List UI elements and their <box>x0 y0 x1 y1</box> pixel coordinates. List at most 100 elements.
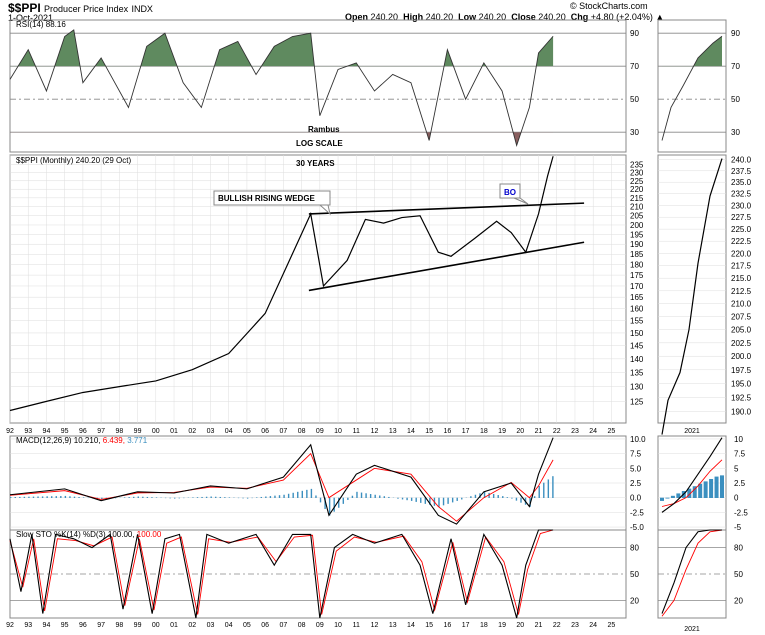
macd-histogram-bar <box>511 497 513 499</box>
macd-histogram-bar <box>201 496 203 498</box>
chart-symbol: $$PPI Producer Price Index INDX <box>8 1 153 15</box>
macd-zoom-tick-label: -2.5 <box>734 508 748 517</box>
macd-tick-label: -5.0 <box>630 523 644 532</box>
sto-x-tick-label: 07 <box>279 622 287 629</box>
macd-histogram-bar <box>32 496 35 498</box>
x-tick-label: 12 <box>371 428 379 435</box>
sto-x-tick-label: 25 <box>608 622 616 629</box>
price-tick-label: 220 <box>630 185 644 194</box>
macd-histogram-bar <box>51 496 53 498</box>
price-zoom-tick-label: 192.5 <box>731 393 752 402</box>
annotation-scale: LOG SCALE <box>296 139 343 148</box>
macd-histogram-bar <box>488 492 490 498</box>
price-zoom-tick-label: 227.5 <box>731 213 752 222</box>
x-tick-label: 08 <box>298 428 306 435</box>
symbol-name: Producer Price Index <box>44 4 129 14</box>
macd-histogram-bar <box>37 496 39 498</box>
price-tick-label: 235 <box>630 160 644 169</box>
macd-histogram-bar <box>451 497 454 503</box>
price-zoom-tick-label: 215.0 <box>731 274 752 283</box>
price-zoom-tick-label: 230.0 <box>731 201 752 210</box>
price-tick-label: 145 <box>630 342 644 351</box>
macd-histogram-bar <box>128 497 130 498</box>
price-tick-label: 165 <box>630 293 644 302</box>
macd-histogram-bar <box>137 496 139 498</box>
macd-histogram-bar <box>552 476 554 498</box>
high-value: 240.20 <box>425 12 454 22</box>
x-tick-label: 00 <box>152 428 160 435</box>
macd-histogram-bar <box>205 496 208 498</box>
macd-histogram-bar <box>265 496 267 498</box>
macd-zoom-histogram-bar <box>660 497 664 501</box>
macd-zoom-tick-label: 7.5 <box>734 450 746 459</box>
sto-x-tick-label: 03 <box>207 622 215 629</box>
x-tick-label: 11 <box>353 428 360 435</box>
macd-zoom-histogram-bar <box>692 486 697 498</box>
price-label: $$PPI (Monthly) 240.20 (29 Oct) <box>16 156 132 165</box>
x-tick-label: 07 <box>279 428 287 435</box>
macd-histogram-bar <box>342 497 345 504</box>
sto-x-tick-label: 97 <box>97 622 105 629</box>
quote-bar: Open 240.20 High 240.20 Low 240.20 Close… <box>345 12 664 22</box>
macd-histogram-bar <box>151 497 153 498</box>
price-tick-label: 230 <box>630 169 644 178</box>
macd-histogram-bar <box>351 495 354 498</box>
x-tick-label: 16 <box>443 428 451 435</box>
sto-k-line <box>9 529 554 619</box>
wedge-callout-pointer <box>318 204 331 216</box>
panel-frames <box>9 19 727 619</box>
low-value: 240.20 <box>478 12 507 22</box>
sto-x-tick-label: 22 <box>553 622 561 629</box>
wedge-callout-box <box>213 190 331 206</box>
sto-x-tick-label: 95 <box>61 622 69 629</box>
macd-histogram-bar <box>324 497 326 510</box>
sto-x-tick-label: 01 <box>170 622 178 629</box>
price-zoom-tick-label: 217.5 <box>731 262 752 271</box>
sto-zoom-x-label: 2021 <box>684 626 700 633</box>
sto-zoom-k-line <box>661 529 722 614</box>
x-tick-label: 94 <box>43 428 51 435</box>
macd-histogram-bar <box>210 496 212 498</box>
macd-signal-value: 6.439, <box>103 436 127 445</box>
low-label: Low <box>458 12 477 22</box>
sto-x-tick-label: 23 <box>571 622 579 629</box>
price-tick-label: 225 <box>630 177 644 186</box>
macd-line <box>9 437 554 525</box>
sto-x-tick-label: 21 <box>535 622 543 629</box>
sto-x-tick-label: 93 <box>24 622 32 629</box>
macd-histogram-bar <box>215 496 217 498</box>
macd-histogram-bar <box>429 497 431 505</box>
price-zoom-tick-label: 197.5 <box>731 366 752 375</box>
price-zoom-tick-label: 240.0 <box>731 155 752 164</box>
sto-zoom-tick-label: 50 <box>734 570 743 579</box>
macd-histogram-bar <box>442 497 445 506</box>
price-zoom-tick-label: 200.0 <box>731 352 752 361</box>
x-tick-label: 25 <box>608 428 616 435</box>
x-tick-label: 03 <box>207 428 215 435</box>
x-tick-label: 95 <box>61 428 69 435</box>
price-tick-label: 135 <box>630 368 644 377</box>
macd-histogram-bar <box>256 497 258 498</box>
macd-hist-value: 3.771 <box>127 436 148 445</box>
macd-histogram-bar <box>155 497 158 498</box>
macd-histogram-bar <box>347 497 349 500</box>
macd-histogram-bar <box>287 493 290 498</box>
sto-x-tick-label: 00 <box>152 622 160 629</box>
macd-histogram-bar <box>219 496 221 498</box>
macd-histogram-bar <box>242 497 244 499</box>
sto-x-tick-label: 96 <box>79 622 87 629</box>
macd-histogram-bar <box>224 497 226 498</box>
price-zoom-tick-label: 207.5 <box>731 313 752 322</box>
macd-zoom-line <box>661 437 723 513</box>
price-zoom-tick-label: 232.5 <box>731 190 752 199</box>
macd-histogram-bar <box>497 495 499 498</box>
macd-histogram-bar <box>14 497 16 498</box>
x-tick-label: 98 <box>115 428 123 435</box>
macd-histogram-bar <box>338 497 340 508</box>
sto-x-tick-label: 15 <box>425 622 433 629</box>
x-tick-label: 97 <box>97 428 105 435</box>
close-value: 240.20 <box>538 12 566 22</box>
macd-histogram-bar <box>278 495 281 498</box>
rsi-tick-label: 30 <box>630 128 639 137</box>
